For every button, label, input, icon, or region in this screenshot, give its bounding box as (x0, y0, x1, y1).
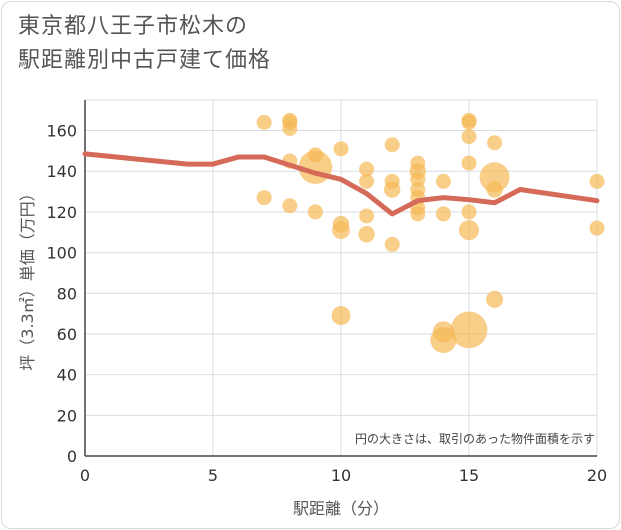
data-bubble (589, 173, 605, 189)
chart-title-line-2: 駅距離別中古戸建て価格 (18, 48, 272, 73)
data-bubble (359, 208, 375, 224)
data-bubble (450, 311, 488, 349)
data-bubble (307, 204, 323, 220)
data-bubble (384, 236, 400, 252)
y-tick-label: 60 (57, 325, 77, 344)
size-note: 円の大きさは、取引のあった物件面積を示す (355, 431, 595, 446)
data-bubble (282, 198, 298, 214)
data-bubble (487, 135, 503, 151)
x-tick-label: 0 (80, 466, 90, 485)
data-bubble (461, 114, 477, 130)
y-tick-label: 80 (57, 284, 77, 303)
x-axis-label: 駅距離（分） (293, 499, 389, 518)
data-bubble (461, 204, 477, 220)
trend-line-group (82, 151, 600, 217)
data-bubble (332, 221, 350, 240)
data-bubble (479, 162, 510, 193)
axes (84, 99, 598, 457)
y-tick-label: 40 (57, 366, 77, 385)
data-bubble (461, 129, 477, 145)
data-bubble (432, 321, 455, 343)
x-tick-label: 20 (587, 466, 607, 485)
data-bubble (486, 290, 504, 308)
data-bubble (589, 220, 605, 236)
data-bubble (256, 190, 272, 206)
y-tick-label: 100 (46, 244, 77, 263)
data-bubble (435, 206, 451, 222)
y-tick-label: 140 (46, 162, 77, 181)
data-bubble (384, 137, 400, 153)
data-bubble (458, 220, 480, 241)
chart-title: 東京都八王子市松木の 駅距離別中古戸建て価格 (18, 10, 271, 78)
y-tick-label: 0 (67, 447, 77, 466)
chart-title-line-1: 東京都八王子市松木の (18, 14, 249, 39)
y-tick-label: 160 (46, 122, 77, 141)
trend-line (82, 151, 600, 217)
data-bubble (486, 181, 503, 198)
y-tick-label: 20 (57, 406, 77, 425)
bubbles (256, 112, 605, 354)
data-bubble (410, 206, 426, 222)
data-bubble (307, 147, 323, 163)
data-bubble (256, 114, 272, 130)
y-axis-label: 坪（3.3㎡）単価（万円） (18, 185, 37, 370)
data-bubble (358, 226, 375, 243)
data-bubble (383, 181, 401, 198)
x-tick-label: 15 (459, 466, 479, 485)
data-bubble (333, 141, 349, 157)
data-bubble (331, 306, 351, 326)
data-bubble (359, 161, 375, 177)
x-tick-label: 10 (331, 466, 351, 485)
data-bubble (435, 173, 451, 189)
data-bubble (282, 120, 298, 136)
data-bubble (359, 173, 375, 189)
y-tick-label: 120 (46, 203, 77, 222)
x-tick-label: 5 (208, 466, 218, 485)
data-bubble (461, 155, 477, 171)
tick-labels: 0 5 10 15 20 0 20 40 60 80 100 120 140 160 (46, 122, 607, 485)
